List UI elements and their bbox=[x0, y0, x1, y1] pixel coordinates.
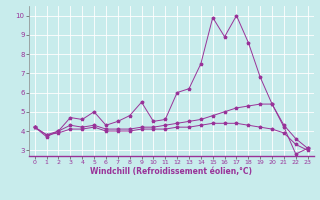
X-axis label: Windchill (Refroidissement éolien,°C): Windchill (Refroidissement éolien,°C) bbox=[90, 167, 252, 176]
